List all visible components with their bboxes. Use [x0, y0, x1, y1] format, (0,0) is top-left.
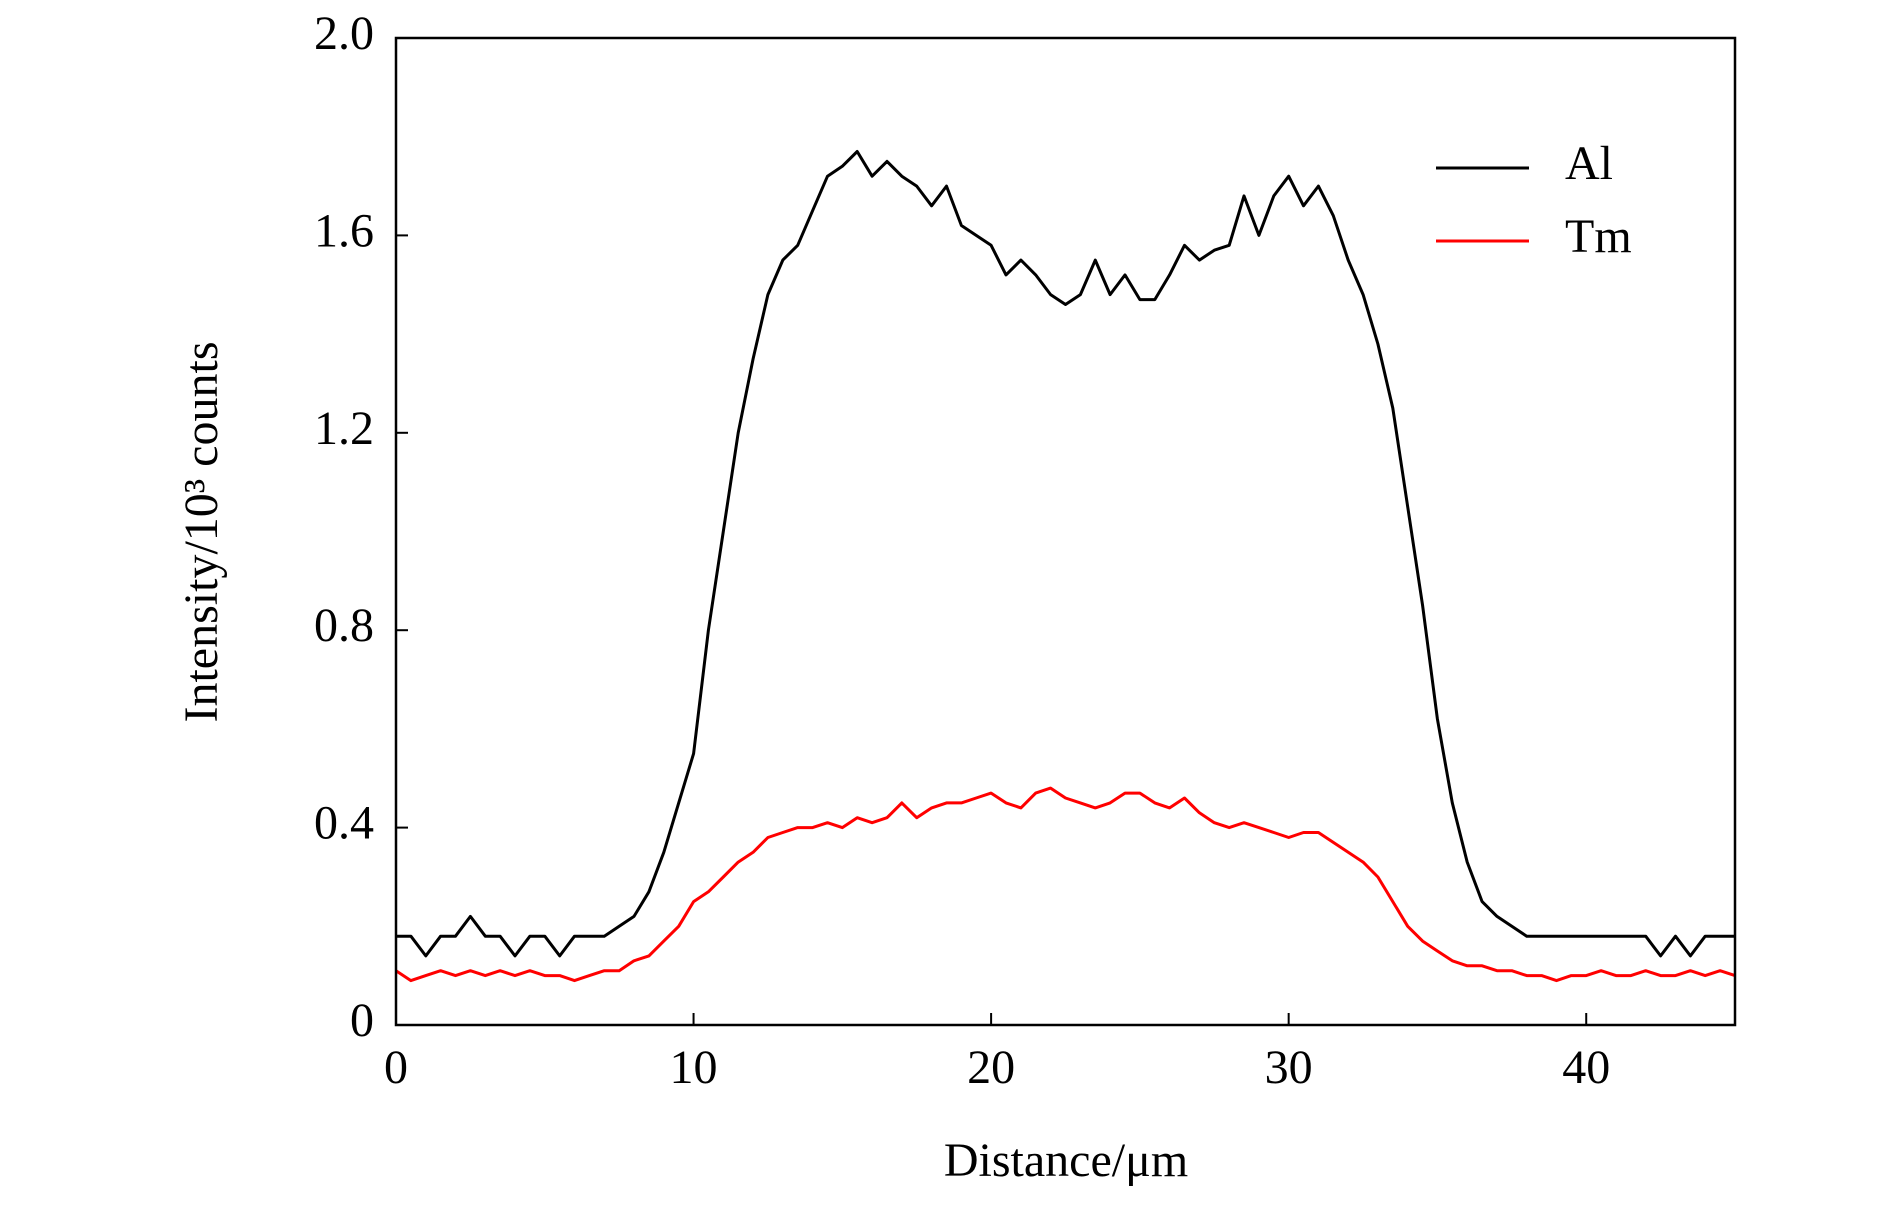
legend-label: Al: [1565, 137, 1613, 190]
y-tick-label: 1.6: [314, 204, 374, 257]
y-axis-label: Intensity/10³ counts: [175, 341, 228, 722]
line-series: [395, 786, 1736, 983]
x-tick-label: 20: [967, 1041, 1015, 1094]
x-tick-label: 0: [384, 1041, 408, 1094]
y-tick-label: 1.2: [314, 402, 374, 455]
x-tick-label: 40: [1562, 1041, 1610, 1094]
y-tick-label: 0.4: [314, 797, 374, 850]
x-tick-label: 10: [670, 1041, 718, 1094]
line-series: [396, 150, 1735, 958]
y-tick-label: 0: [350, 994, 374, 1047]
y-tick-label: 0.8: [314, 599, 374, 652]
y-tick-label: 2.0: [314, 7, 374, 60]
plot-frame: [394, 36, 1737, 1027]
x-tick-label: 30: [1265, 1041, 1313, 1094]
legend-label: Tm: [1565, 210, 1632, 263]
x-axis-label: Distance/μm: [944, 1134, 1188, 1187]
